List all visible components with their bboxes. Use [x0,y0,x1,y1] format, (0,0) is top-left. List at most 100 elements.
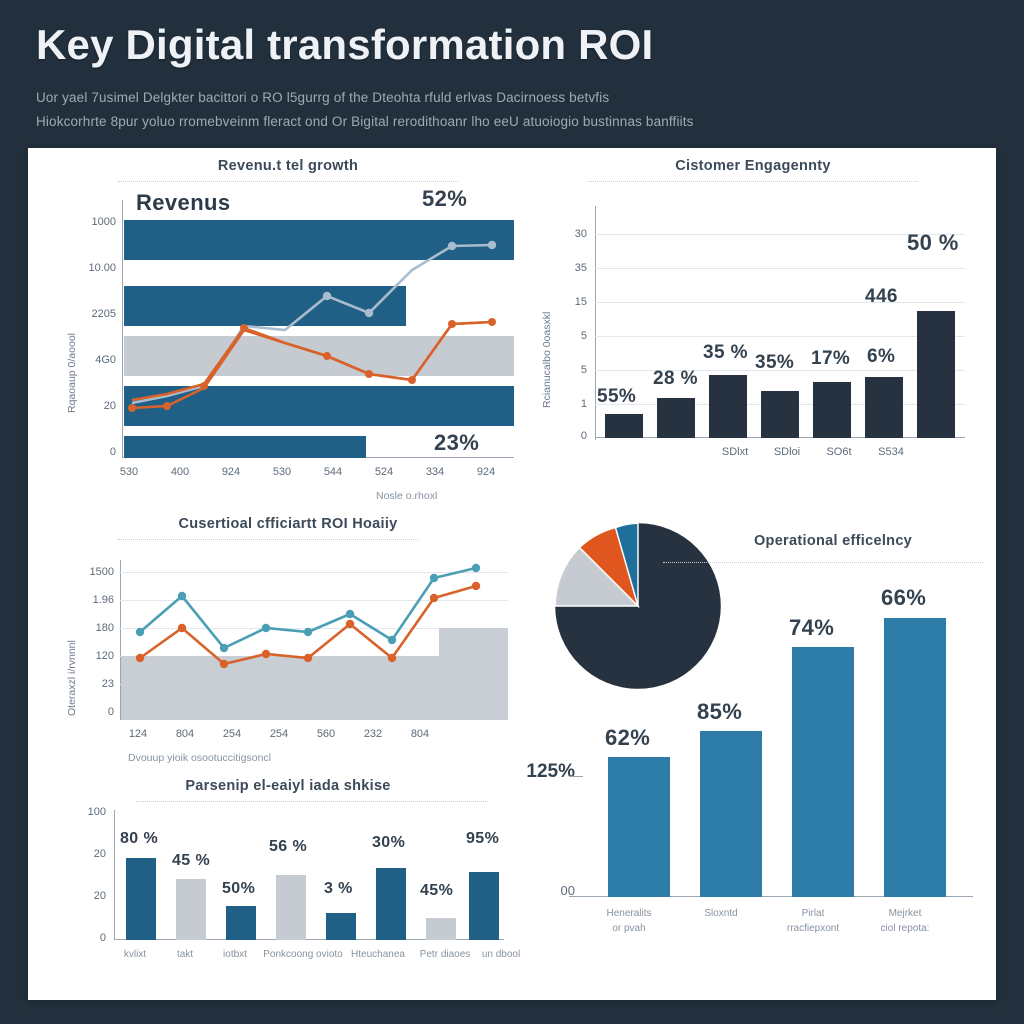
x-tick: S534 [878,446,904,458]
x-tick: 124 [128,728,148,740]
bar [426,918,456,940]
x-tick: 804 [175,728,195,740]
x-tick: 804 [410,728,430,740]
category-label-line1: Mejrket [888,908,922,919]
gridline [595,336,965,337]
band-bar [124,336,514,376]
area-fill [121,656,439,720]
x-tick: 924 [476,466,496,478]
y-tick: 2205 [91,308,116,320]
y-tick: 0 [580,430,587,442]
bar [813,382,851,438]
y-tick: 1500 [89,566,114,578]
category-label-line2: or pvah [612,922,646,934]
band-bar [124,286,406,326]
bar [865,377,903,438]
plot-area-roi [120,560,508,720]
bar-data-label: 35 % [703,342,748,363]
y-tick: 30 [574,228,587,240]
bar [605,414,643,438]
y-tick: 100 [87,806,106,818]
bar [326,913,356,940]
bar-data-label: 35% [755,352,795,373]
orange-series-line-2 [131,320,493,410]
orange-markers [135,581,481,669]
x-tick: 560 [316,728,336,740]
y-tick: 0 [107,706,114,718]
bar [376,868,406,940]
category-label-line1: Pirlat [801,908,825,919]
bar-data-label: 6% [867,346,896,367]
x-tick: 530 [119,466,139,478]
y-tick: 0 [99,932,106,944]
category-label: Heneralits or pvah [581,907,677,936]
category-label: kvlixt [123,949,147,960]
category-label: iotbxt [223,949,247,960]
y-tick: 15 [574,296,587,308]
pale-blue-series-line [131,243,493,405]
gridline [595,268,965,269]
x-tick: 530 [272,466,292,478]
x-tick: SO6t [826,446,852,458]
y-tick: 10.00 [88,262,116,274]
category-label: Mejrket ciol repota: [857,907,953,936]
y-tick: 120 [95,650,114,662]
title-divider [118,539,418,541]
series-label-revenue: Revenus [136,190,231,215]
bar-data-label: 45% [420,882,454,899]
x-tick: 254 [222,728,242,740]
gridline [120,572,508,573]
y-tick: 5 [580,330,587,342]
gridline [595,234,965,235]
category-label: un dbool [481,949,521,960]
chart-panel-roi-distribution-pie [548,516,738,706]
plot-area-revenue: Revenus 52% 23% [122,186,514,458]
bar-data-label: 66% [881,585,927,610]
bar-data-label: 3 % [324,880,353,897]
bar [469,872,499,940]
y-tick-125: 125% [526,761,575,782]
chart-panel-roi-history: Cusertioal cfficiartt ROI Hoaiiy Oteraxz… [58,516,518,786]
y-tick: 1.96 [92,594,114,606]
category-label: takt [176,949,194,960]
y-tick: 20 [93,848,106,860]
x-axis-line [114,939,504,940]
subtitle-line-1: Uor yael 7usimel Delgkter bacittori o RO… [36,90,610,106]
category-label-line2: rracfiepxont [786,922,840,934]
category-label-line1: Heneralits [606,908,652,919]
bar-data-label: 85% [697,699,743,724]
annotation-23-percent: 23% [434,430,480,455]
y-tick: 0 [109,446,116,458]
y-axis-line [114,810,115,940]
band-bar [124,386,514,426]
dashboard-card: Revenu.t tel growth Rqaoaup 0/aoool 1000… [28,148,996,1000]
teal-markers [135,563,481,653]
bar-data-label: 50 % [907,230,959,255]
chart-title-customer-engagement: Cistomer Engagennty [675,158,831,174]
chart-title-revenue-growth: Revenu.t tel growth [217,158,359,174]
y-tick: 1000 [91,216,116,228]
bar-data-label: 95% [466,830,500,847]
gridline [595,370,965,371]
chart-panel-operational-efficiency: Operational efficelncy 125% 00 62% 85% 7… [523,533,983,993]
title-divider [118,181,458,183]
pie-slice-blue [614,522,639,607]
bar-data-label: 62% [605,725,651,750]
bar-data-label: 17% [811,348,851,369]
category-label-line2: ciol repota: [880,922,930,934]
header: Key Digital transformation ROI Uor yael … [0,0,1024,148]
y-tick: 35 [574,262,587,274]
bar [608,757,670,897]
bar [700,731,762,897]
pie-slice-gray [554,546,640,607]
chart-panel-efficiency-share: Parsenip el-eaiyl iada shkise 100 20 20 … [58,778,521,988]
category-label: Sloxntd [673,907,769,922]
pie-chart [554,522,721,689]
x-tick: SDloi [773,446,801,458]
orange-series-line [139,584,477,666]
y-tick: 5 [580,364,587,376]
x-tick: 544 [323,466,343,478]
pale-blue-markers [322,240,497,318]
plot-area-engagement: 55% 28 % 35 % 35% 17% 6% 50 % 446 [595,206,965,440]
y-tick-00: 00 [560,883,575,898]
